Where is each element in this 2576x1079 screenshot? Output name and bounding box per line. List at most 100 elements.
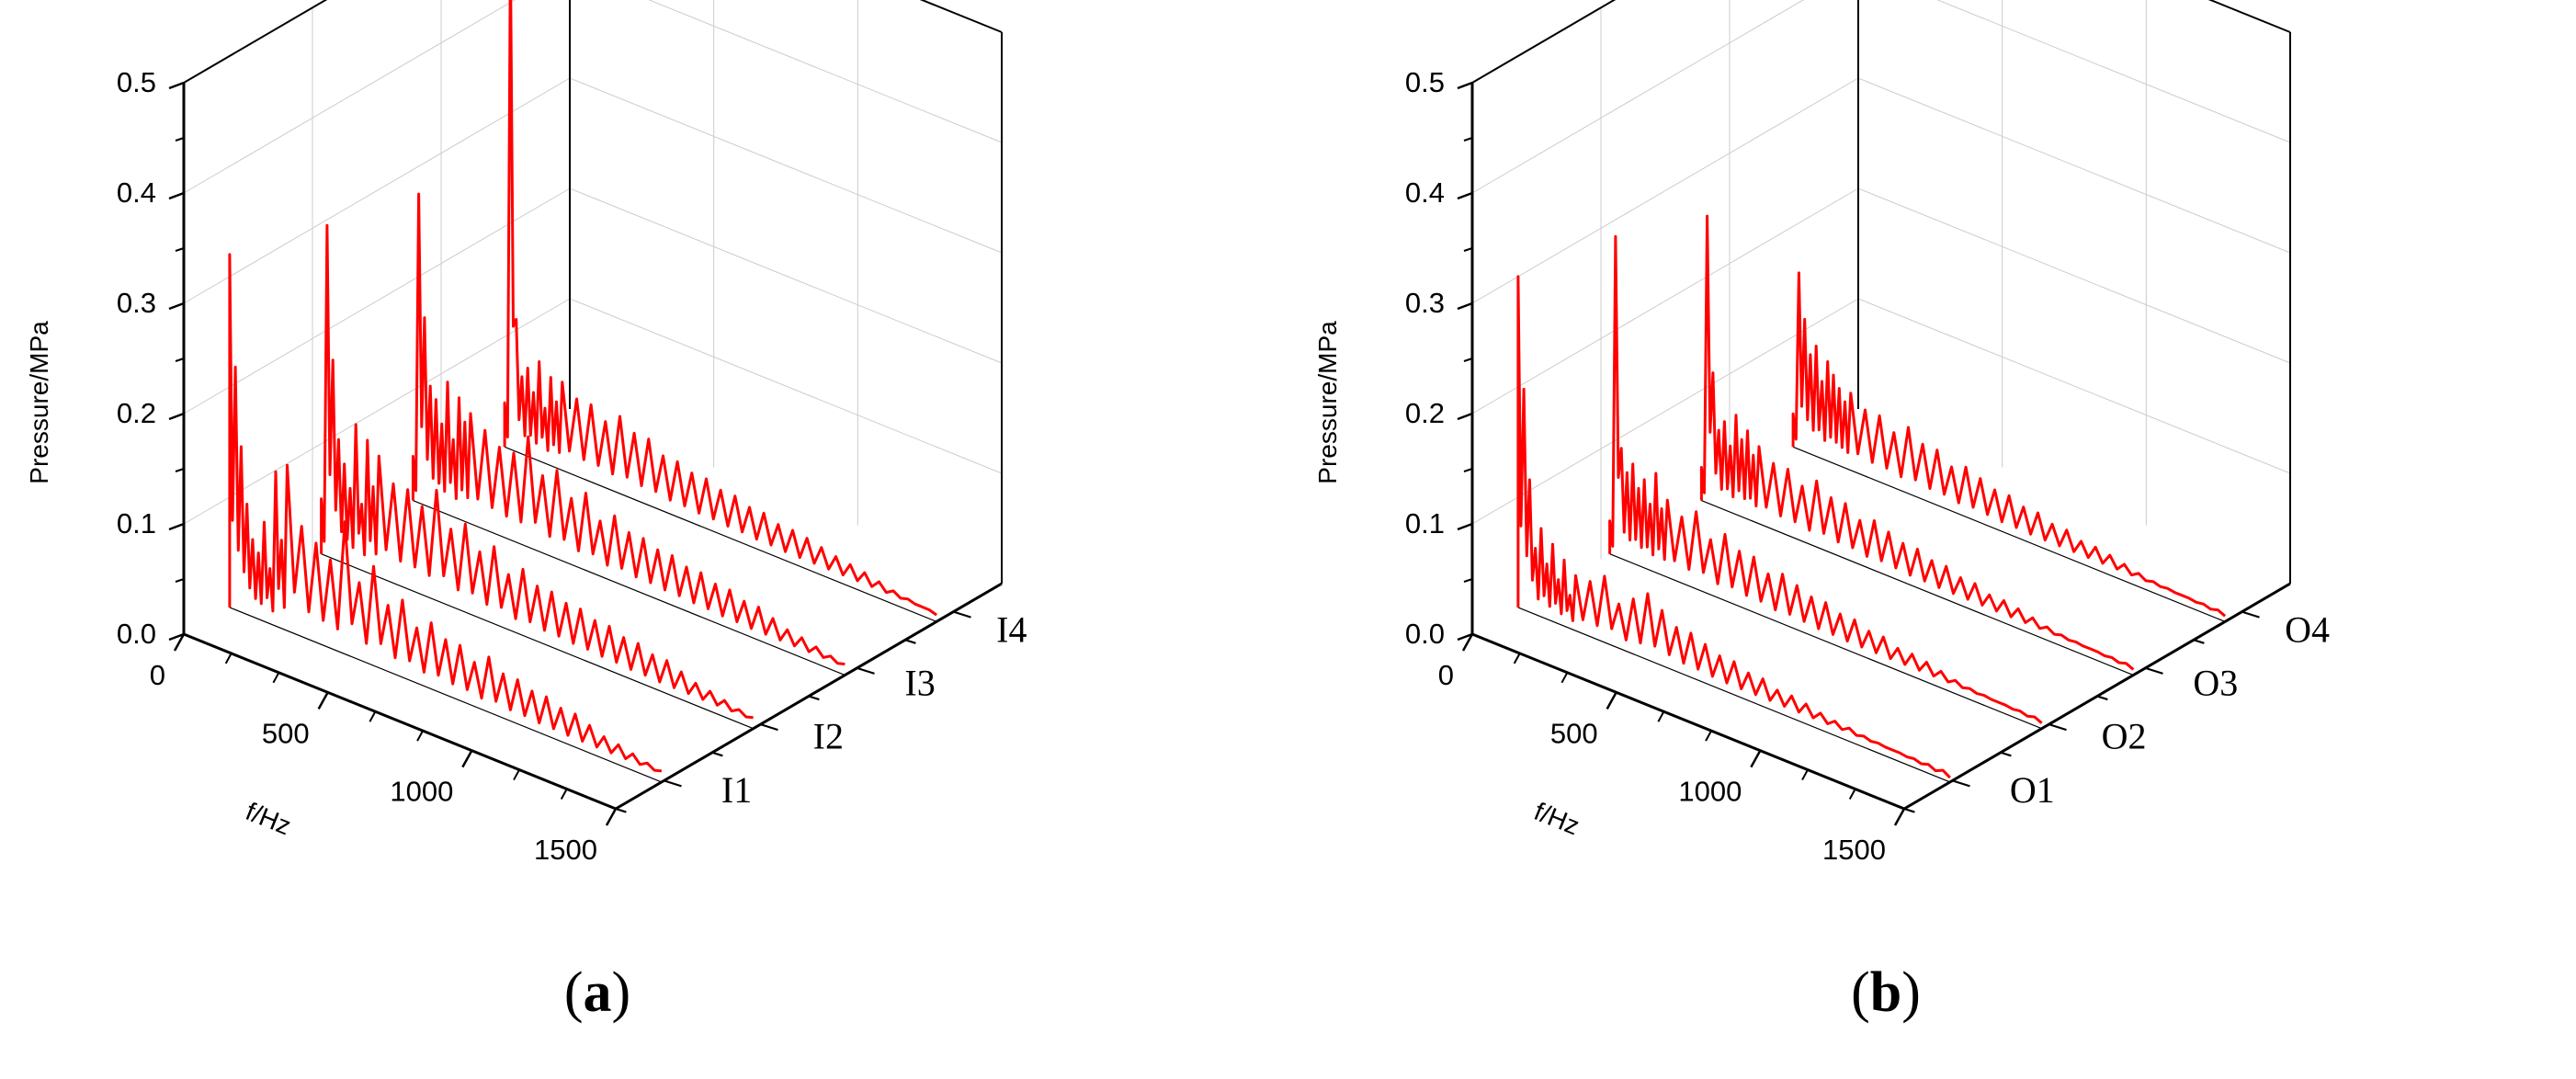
series-baseline	[1792, 446, 2226, 622]
series-baseline	[1517, 607, 1951, 783]
x-major-tick	[461, 750, 473, 768]
x-major-tick	[1893, 808, 1906, 826]
grid-line-y	[1471, 0, 2291, 194]
x-minor-tick	[560, 788, 568, 800]
y-tick-label: 0.4	[117, 176, 156, 209]
y-minor-tick	[175, 468, 185, 472]
x-axis-title: f/Hz	[1530, 797, 1583, 840]
depth-minor-tick	[2096, 695, 2108, 701]
series-layer	[228, 0, 937, 783]
series-baseline	[413, 499, 845, 676]
y-minor-tick	[1463, 247, 1473, 252]
depth-major-tick	[2241, 610, 2260, 619]
x-minor-tick	[1848, 788, 1856, 800]
grid-line-y	[1471, 298, 2291, 525]
y-major-tick	[1457, 412, 1473, 421]
series-line-i1	[228, 253, 663, 773]
y-major-tick	[168, 632, 185, 642]
depth-minor-tick	[2000, 751, 2012, 757]
y-tick-label: 0.1	[1405, 507, 1445, 540]
back-top-edge	[2207, 0, 2291, 33]
grid-line-y	[183, 77, 1003, 304]
y-tick-label: 0.2	[117, 397, 156, 429]
y-axis-title: Pressure/MPa	[25, 321, 53, 484]
depth-minor-tick	[808, 695, 820, 701]
series-line-i3	[411, 192, 845, 665]
y-tick-label: 0.2	[1405, 397, 1445, 429]
left-top-edge	[1471, 0, 1617, 84]
depth-minor-tick	[2193, 639, 2205, 644]
series-label-i2: I2	[813, 716, 844, 757]
x-minor-tick	[369, 710, 377, 722]
x-minor-tick	[1705, 730, 1712, 742]
depth-minor-tick	[904, 639, 916, 644]
panel-caption: (a)	[564, 961, 630, 1024]
y-minor-tick	[175, 578, 185, 583]
series-baseline	[229, 607, 663, 783]
series-baseline	[321, 553, 754, 730]
x-tick-label: 1500	[1822, 834, 1886, 866]
back-top-edge	[919, 0, 1003, 33]
y-major-tick	[1457, 81, 1473, 90]
y-tick-label: 0.1	[117, 507, 156, 540]
y-major-tick	[1457, 632, 1473, 642]
y-tick-label: 0.0	[1405, 618, 1445, 650]
x-minor-tick	[1513, 653, 1521, 664]
depth-major-tick	[1952, 779, 1970, 788]
x-tick-label: 1000	[1678, 776, 1742, 808]
y-major-tick	[168, 522, 185, 531]
chart-a-svg: 0.0 0.1 0.2 0.3 0.4 0.5 Pressure/MPa 0 500 1000 15…	[25, 0, 1027, 1024]
x-tick-label: 1000	[390, 776, 453, 808]
y-axis-title: Pressure/MPa	[1313, 321, 1342, 484]
depth-major-tick	[2145, 666, 2163, 675]
grid-line-y	[183, 187, 1003, 415]
series-line-i2	[320, 223, 754, 720]
series-line-o1	[1516, 275, 1951, 779]
depth-major-tick	[664, 779, 682, 788]
chart-b-svg: 0.0 0.1 0.2 0.3 0.4 0.5 Pressure/MPa 0 500 1000 15…	[1313, 0, 2330, 1024]
y-major-tick	[168, 412, 185, 421]
grid-line-y	[1471, 187, 2291, 415]
x-major-tick	[1750, 750, 1762, 768]
grid-layer	[183, 0, 1003, 560]
y-minor-tick	[1463, 468, 1473, 472]
depth-major-tick	[953, 610, 971, 619]
y-major-tick	[1457, 522, 1473, 531]
series-baseline	[1609, 553, 2042, 730]
x-major-tick	[173, 633, 186, 652]
series-label-i4: I4	[996, 608, 1027, 650]
x-major-tick	[1606, 691, 1617, 710]
series-label-i3: I3	[904, 663, 935, 704]
series-label-i1: I1	[721, 769, 752, 811]
x-minor-tick	[416, 730, 424, 742]
y-tick-label: 0.3	[1405, 287, 1445, 319]
series-label-o4: O4	[2285, 608, 2330, 650]
series-baseline	[1701, 499, 2134, 676]
x-tick-label: 1500	[534, 834, 597, 866]
x-minor-tick	[1560, 672, 1569, 684]
x-major-tick	[317, 691, 329, 710]
y-minor-tick	[1463, 358, 1473, 362]
text-layer: 0.0 0.1 0.2 0.3 0.4 0.5 Pressure/MPa 0 500 1000 15…	[25, 66, 1027, 1024]
chart-panel-a: 0.0 0.1 0.2 0.3 0.4 0.5 Pressure/MPa 0 500 1000 15…	[25, 0, 1027, 1024]
series-label-o2: O2	[2102, 716, 2147, 757]
depth-axis-line	[1903, 582, 2291, 811]
x-axis-line	[183, 632, 617, 811]
series-line-i4	[503, 0, 937, 617]
x-minor-tick	[1801, 769, 1809, 781]
y-minor-tick	[175, 247, 185, 252]
left-top-edge	[183, 0, 328, 84]
axes-layer	[1457, 0, 2291, 826]
x-minor-tick	[224, 653, 233, 664]
y-tick-label: 0.5	[1405, 66, 1445, 98]
series-baseline	[504, 446, 937, 622]
grid-layer	[1471, 0, 2291, 560]
panel-caption: (b)	[1851, 961, 1921, 1024]
series-layer	[1516, 214, 2227, 783]
series-line-o3	[1699, 214, 2135, 671]
x-minor-tick	[513, 769, 520, 781]
y-tick-label: 0.4	[1405, 176, 1445, 209]
y-major-tick	[1457, 301, 1473, 311]
y-minor-tick	[175, 137, 185, 142]
